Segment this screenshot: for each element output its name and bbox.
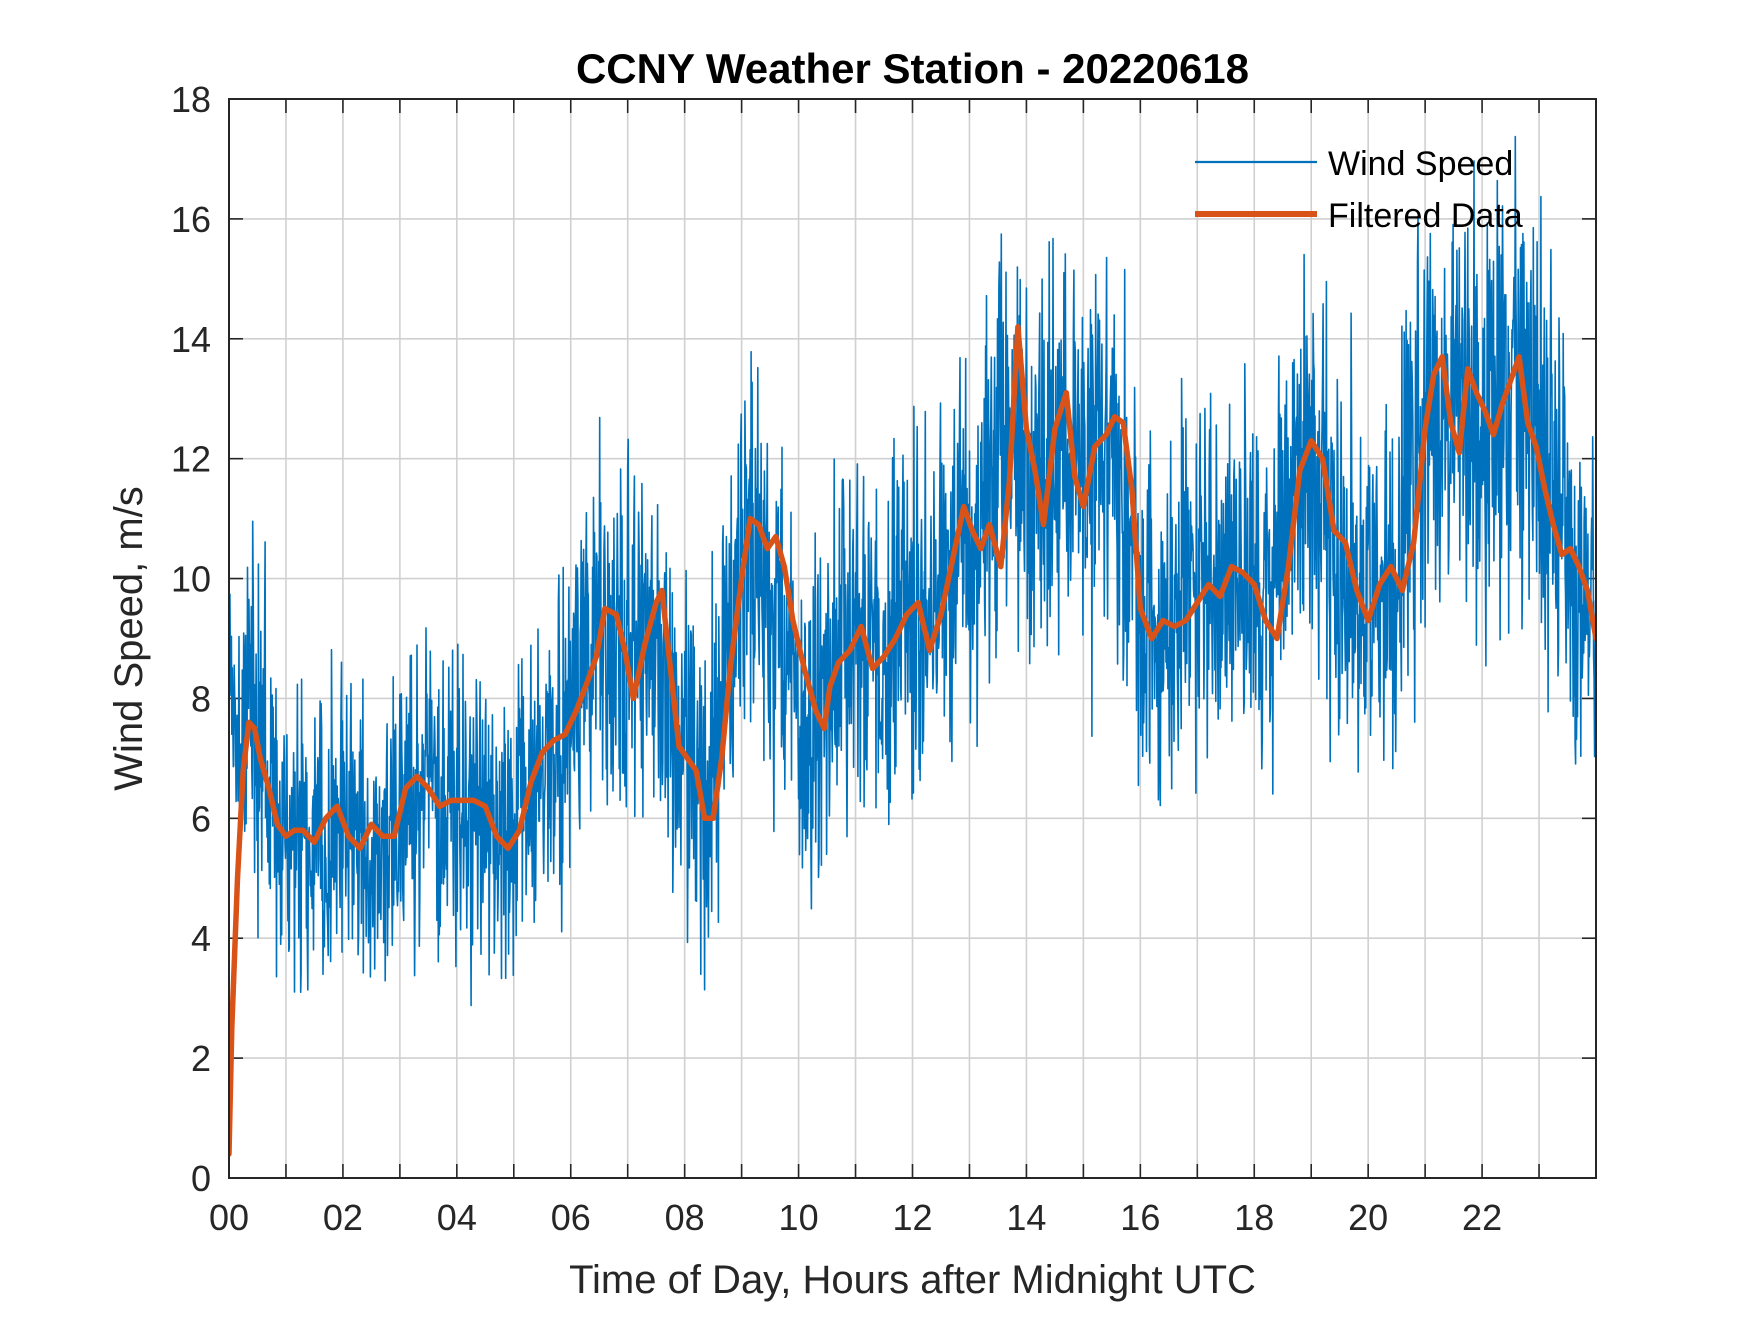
y-tick-label: 12 — [171, 439, 211, 480]
series-line-wind-speed — [229, 135, 1596, 1007]
series-line-filtered-data — [229, 324, 1596, 1157]
y-tick-label: 10 — [171, 559, 211, 600]
y-tick-label: 16 — [171, 199, 211, 240]
y-axis-label: Wind Speed, m/s — [107, 486, 151, 791]
y-tick-label: 6 — [191, 798, 211, 839]
x-axis-label: Time of Day, Hours after Midnight UTC — [569, 1258, 1256, 1302]
x-tick-label: 12 — [892, 1197, 932, 1238]
y-tick-label: 8 — [191, 678, 211, 719]
axes-box — [228, 98, 1597, 1179]
x-tick-label: 20 — [1348, 1197, 1388, 1238]
legend: Wind Speed Filtered Data — [1195, 145, 1523, 235]
x-tick-label: 14 — [1006, 1197, 1046, 1238]
series-layer — [229, 135, 1596, 1157]
legend-label-filtered-data: Filtered Data — [1328, 197, 1523, 235]
x-tick-label: 08 — [665, 1197, 705, 1238]
y-tick-label: 18 — [171, 79, 211, 120]
y-tick-label: 2 — [191, 1038, 211, 1079]
legend-label-wind-speed: Wind Speed — [1328, 145, 1513, 183]
x-tick-label: 06 — [551, 1197, 591, 1238]
chart-title: CCNY Weather Station - 20220618 — [576, 45, 1249, 92]
x-tick-label: 02 — [323, 1197, 363, 1238]
x-tick-label: 18 — [1234, 1197, 1274, 1238]
x-tick-label: 04 — [437, 1197, 477, 1238]
x-tick-label: 10 — [779, 1197, 819, 1238]
x-tick-label: 16 — [1120, 1197, 1160, 1238]
x-tick-label: 22 — [1462, 1197, 1502, 1238]
y-tick-label: 0 — [191, 1158, 211, 1199]
y-tick-label: 14 — [171, 319, 211, 360]
x-tick-label: 00 — [209, 1197, 249, 1238]
y-tick-label: 4 — [191, 918, 211, 959]
